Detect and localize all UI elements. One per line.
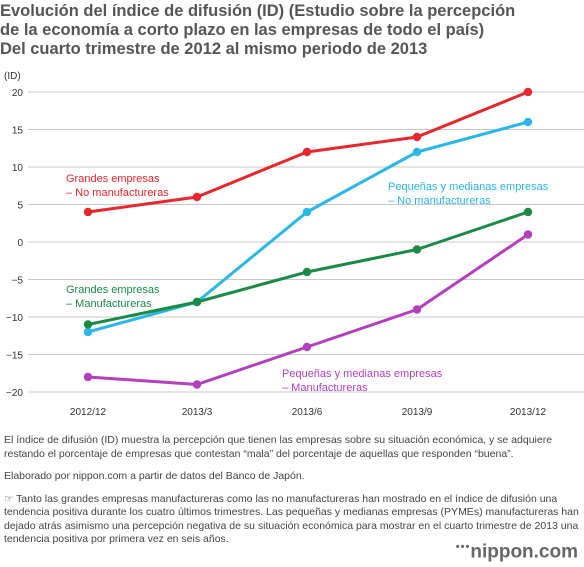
line-chart: (ID) 20 15 10 5 0 −5 −10 −15 −20 2012/12 2013/3 2013… [4,71,584,418]
series-label-line: – Manufactureras [66,298,152,310]
source-note: Elaborado por nippon.com a partir de dat… [4,470,305,482]
nippon-logo: •••nippon.com [456,541,578,563]
y-tick-label: 0 [17,238,23,249]
logo-dots-icon: ••• [455,540,471,553]
series-point [83,372,93,382]
y-tick-label: −10 [6,313,23,324]
y-tick-label: 15 [12,126,24,137]
commentary-note: ☞ Tanto las grandes empresas manufacture… [4,493,584,547]
title-line-3: Del cuarto trimestre de 2012 al mismo pe… [0,40,428,58]
series-point [412,305,422,314]
series-point [412,132,422,142]
x-tick-label: 2013/9 [402,407,433,418]
series-point [83,207,93,217]
series-point [302,267,312,277]
x-tick-label: 2013/6 [292,407,323,418]
series-label-line: – No manufactureras [66,187,169,199]
series-point [83,327,93,337]
title-line-1: Evolución del índice de difusión (ID) (E… [0,2,516,20]
series-label-1: Grandes empresas – No manufactureras [66,173,169,199]
series-point [523,230,533,239]
y-tick-label: 10 [12,163,24,174]
definition-note: El índice de difusión (ID) muestra la pe… [4,434,553,460]
y-tick-label: −20 [6,388,23,399]
series-label-line: – No manufactureras [388,195,491,207]
series-point [523,87,533,97]
series-label-line: Pequeñas y medianas empresas [388,181,549,193]
y-tick-label: 20 [12,88,24,99]
x-tick-label: 2012/12 [70,407,107,418]
series-point [412,245,422,254]
chart-title: Evolución del índice de difusión (ID) (E… [0,2,584,59]
logo-text: nippon.com [470,541,578,562]
series-label-line: Pequeñas y medianas empresas [282,368,443,380]
series-point [192,192,202,202]
y-tick-label: −15 [6,351,23,362]
series-label-line: – Manufactureras [282,382,368,394]
series-point [302,147,312,157]
series-point [83,320,93,329]
series-point [302,207,312,217]
x-tick-label: 2013/12 [510,407,547,418]
pointing-hand-icon: ☞ [4,492,14,505]
series-point [523,117,533,127]
title-line-2: de la economía a corto plazo en las empr… [0,21,485,39]
series-point [192,380,202,389]
series-point [412,147,422,157]
chart-notes: El índice de difusión (ID) muestra la pe… [4,434,584,556]
series-label-line: Grandes empresas [66,173,160,185]
y-axis-label: (ID) [4,71,21,82]
commentary-text: Tanto las grandes empresas manufacturera… [4,492,579,546]
series-label-line: Grandes empresas [66,284,160,296]
series-label-2: Pequeñas y medianas empresas – No manufac… [388,181,549,207]
y-tick-label: 5 [17,201,23,212]
series-point [192,297,202,307]
y-tick-label: −5 [12,276,24,287]
x-tick-label: 2013/3 [182,407,213,418]
series-label-4: Pequeñas y medianas empresas – Manufactur… [282,368,443,394]
series-point [302,342,312,352]
series-label-3: Grandes empresas – Manufactureras [66,284,160,310]
series-point [523,207,533,217]
